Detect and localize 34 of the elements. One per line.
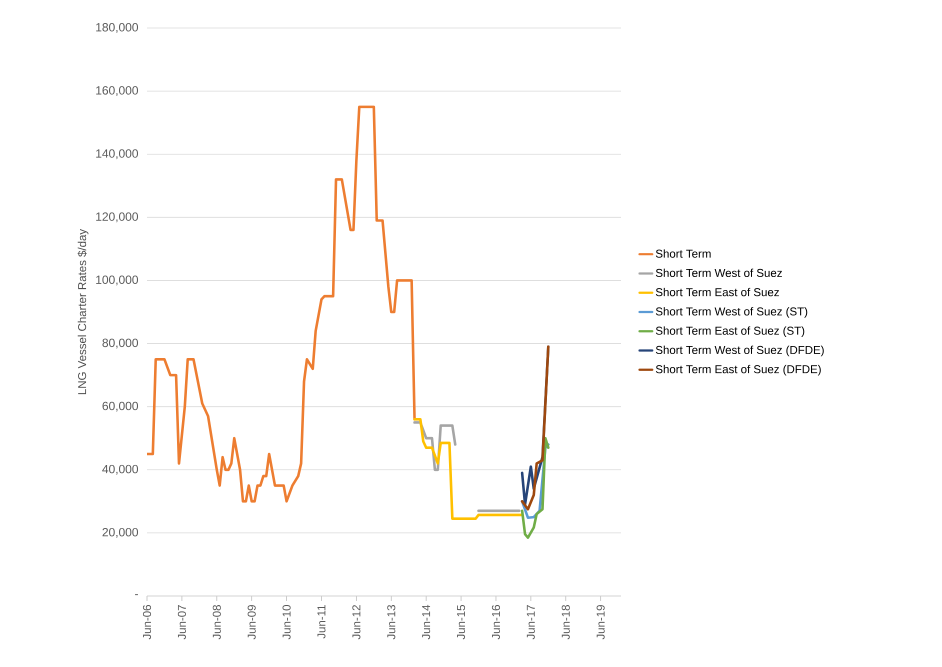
x-tick-label: Jun-10 [282, 604, 291, 640]
x-tick-label: Jun-07 [178, 605, 186, 640]
legend-label: Short Term West of Suez (DFDE) [656, 346, 824, 356]
x-tick-label: Jun-08 [212, 605, 221, 640]
x-tick-label: Jun-16 [492, 605, 500, 640]
x-tick-label: Jun-14 [422, 604, 430, 640]
x-tick-label: Jun-09 [248, 605, 256, 640]
x-tick-label: Jun-15 [457, 605, 466, 640]
y-tick-label: 100,000 [96, 276, 138, 286]
line-series [147, 106, 416, 503]
y-tick-label: 60,000 [102, 402, 138, 412]
y-tick-label: 20,000 [102, 528, 138, 538]
x-tick-label: Jun-19 [596, 605, 605, 640]
line-series [520, 436, 550, 539]
y-tick-label: 180,000 [96, 23, 138, 33]
x-tick-label: Jun-12 [352, 605, 360, 640]
y-tick-label: 140,000 [96, 149, 138, 160]
x-tick-label: Jun-18 [562, 605, 570, 640]
legend-label: Short Term East of Suez (DFDE) [656, 364, 821, 376]
y-axis-title: LNG Vessel Charter Rates $/day [78, 228, 88, 394]
legend-label: Short Term West of Suez [656, 268, 782, 277]
y-tick-label: 160,000 [96, 86, 138, 96]
legend-label: Short Term East of Suez [656, 288, 779, 296]
x-tick-label: Jun-11 [317, 605, 326, 639]
y-tick-label: - [135, 594, 138, 596]
legend-label: Short Term West of Suez (ST) [656, 307, 808, 318]
legend-label: Short Term [656, 249, 711, 258]
x-tick-label: Jun-06 [142, 605, 152, 640]
x-tick-label: Jun-13 [387, 605, 396, 640]
y-tick-label: 40,000 [102, 464, 138, 475]
legend-label: Short Term East of Suez (ST) [656, 326, 804, 338]
x-tick-label: Jun-17 [526, 605, 535, 640]
y-tick-label: 120,000 [96, 212, 138, 222]
y-tick-label: 80,000 [102, 338, 138, 348]
